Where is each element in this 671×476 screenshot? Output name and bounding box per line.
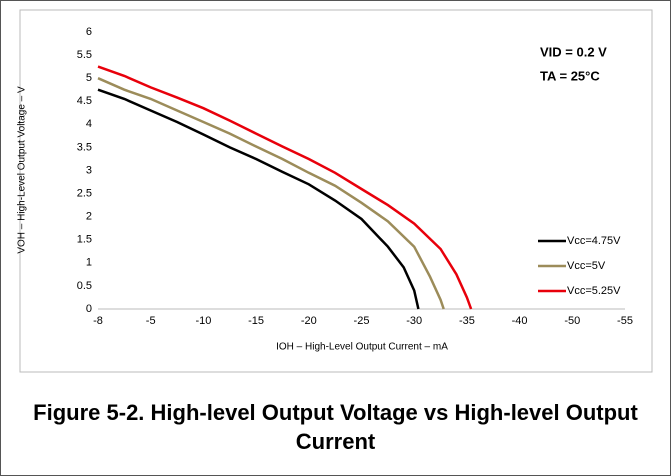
y-tick-label: 1 bbox=[86, 257, 92, 269]
x-tick-label: -55 bbox=[617, 315, 633, 327]
legend-label: Vcc=4.75V bbox=[567, 235, 621, 247]
x-axis-label: IOH – High-Level Output Current – mA bbox=[276, 342, 448, 353]
legend-label: Vcc=5.25V bbox=[567, 285, 621, 297]
y-tick-label: 2 bbox=[86, 211, 92, 223]
x-tick-label: -15 bbox=[248, 315, 264, 327]
y-tick-label: 2.5 bbox=[77, 187, 92, 199]
y-tick-label: 6 bbox=[86, 26, 92, 38]
series-line bbox=[97, 77, 445, 310]
x-tick-label: -5 bbox=[146, 315, 156, 327]
y-axis-label: VOH – High-Level Output Voltage – V bbox=[17, 86, 28, 254]
series-line bbox=[97, 88, 420, 310]
y-tick-label: 0.5 bbox=[77, 280, 92, 292]
y-tick-label: 4.5 bbox=[77, 95, 92, 107]
x-tick-label: -35 bbox=[459, 315, 475, 327]
y-tick-label: 4 bbox=[86, 118, 92, 130]
y-tick-label: 5.5 bbox=[77, 49, 92, 61]
x-tick-label: -10 bbox=[195, 315, 211, 327]
figure-title: Figure 5-2. High-level Output Voltage vs… bbox=[33, 400, 638, 454]
chart: VOH – High-Level Output Voltage – V IOH … bbox=[17, 9, 653, 373]
y-tick-label: 1.5 bbox=[77, 234, 92, 246]
x-tick-label: -20 bbox=[301, 315, 317, 327]
x-tick-label: -50 bbox=[564, 315, 580, 327]
legend-label: Vcc=5V bbox=[567, 260, 606, 272]
chart-area bbox=[19, 9, 653, 373]
x-tick-label: -25 bbox=[354, 315, 370, 327]
annotation: TA = 25°C bbox=[540, 68, 600, 83]
y-tick-label: 0 bbox=[86, 303, 92, 315]
y-tick-label: 3 bbox=[86, 164, 92, 176]
x-tick-label: -8 bbox=[93, 315, 103, 327]
y-tick-label: 5 bbox=[86, 72, 92, 84]
x-tick-label: -40 bbox=[512, 315, 528, 327]
annotation: VID = 0.2 V bbox=[540, 44, 607, 59]
y-tick-label: 3.5 bbox=[77, 141, 92, 153]
x-tick-label: -30 bbox=[406, 315, 422, 327]
series-line bbox=[97, 65, 473, 310]
